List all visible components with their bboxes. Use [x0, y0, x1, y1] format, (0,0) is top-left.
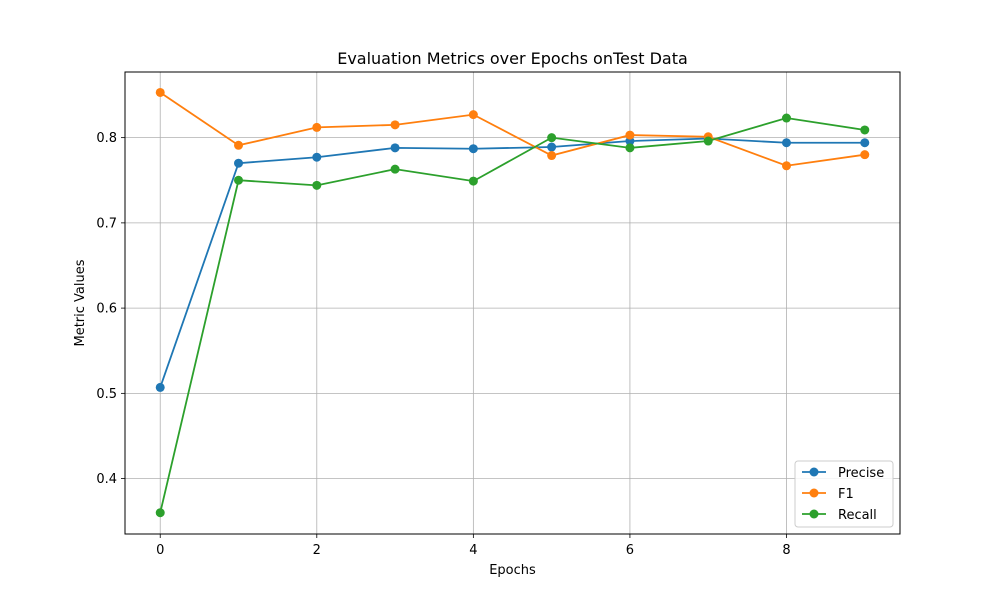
- legend: Precise F1 Recall: [794, 460, 894, 528]
- data-point-recall: [468, 176, 478, 186]
- ticks: 0 2 4 6 8 0.4 0.5 0.6 0.7 0.8: [96, 131, 790, 558]
- data-point-recall: [234, 175, 244, 185]
- x-tick-label: 8: [782, 543, 790, 558]
- series-line-recall: [159, 117, 865, 513]
- data-point-precise: [781, 138, 791, 148]
- series-layer: [155, 87, 870, 518]
- data-point-recall: [155, 508, 165, 518]
- data-point-recall: [390, 164, 400, 174]
- series-line-f1: [159, 91, 865, 167]
- data-point-f1: [547, 151, 557, 161]
- y-tick-label: 0.8: [96, 131, 117, 146]
- data-point-f1: [234, 140, 244, 150]
- legend-item-recall: Recall: [802, 508, 877, 523]
- legend-marker-f1: [809, 488, 819, 498]
- data-point-recall: [625, 143, 635, 153]
- x-tick-label: 0: [156, 543, 164, 558]
- chart-title: Evaluation Metrics over Epochs onTest Da…: [337, 49, 688, 68]
- data-point-recall: [781, 113, 791, 123]
- data-point-precise: [468, 144, 478, 154]
- legend-label-recall: Recall: [838, 508, 877, 523]
- series-line-precise: [159, 137, 865, 388]
- data-point-f1: [781, 161, 791, 171]
- y-tick-label: 0.6: [96, 302, 117, 317]
- legend-item-precise: Precise: [802, 466, 884, 481]
- data-point-f1: [155, 87, 165, 97]
- y-tick-label: 0.4: [96, 472, 117, 487]
- x-tick-label: 2: [313, 543, 321, 558]
- data-point-f1: [390, 120, 400, 130]
- y-axis-title: Metric Values: [73, 259, 88, 346]
- data-point-f1: [860, 150, 870, 160]
- data-point-recall: [703, 136, 713, 146]
- data-point-precise: [390, 143, 400, 153]
- data-point-recall: [312, 180, 322, 190]
- legend-label-f1: F1: [838, 487, 854, 502]
- data-point-precise: [312, 152, 322, 162]
- legend-item-f1: F1: [802, 487, 854, 502]
- plot-frame: [124, 71, 901, 535]
- legend-marker-precise: [809, 467, 819, 477]
- data-point-precise: [155, 382, 165, 392]
- legend-marker-recall: [809, 509, 819, 519]
- legend-label-precise: Precise: [838, 466, 884, 481]
- series-recall: [155, 113, 870, 518]
- x-axis-title: Epochs: [489, 563, 536, 578]
- data-point-f1: [625, 130, 635, 140]
- legend-frame: [794, 460, 894, 528]
- y-tick-label: 0.5: [96, 387, 117, 402]
- data-point-recall: [547, 133, 557, 143]
- data-point-f1: [312, 122, 322, 132]
- data-point-precise: [234, 158, 244, 168]
- y-tick-label: 0.7: [96, 216, 117, 231]
- data-point-recall: [860, 125, 870, 135]
- data-point-precise: [547, 142, 557, 152]
- data-point-precise: [860, 138, 870, 148]
- x-tick-label: 6: [626, 543, 634, 558]
- data-point-f1: [468, 110, 478, 120]
- x-tick-label: 4: [469, 543, 477, 558]
